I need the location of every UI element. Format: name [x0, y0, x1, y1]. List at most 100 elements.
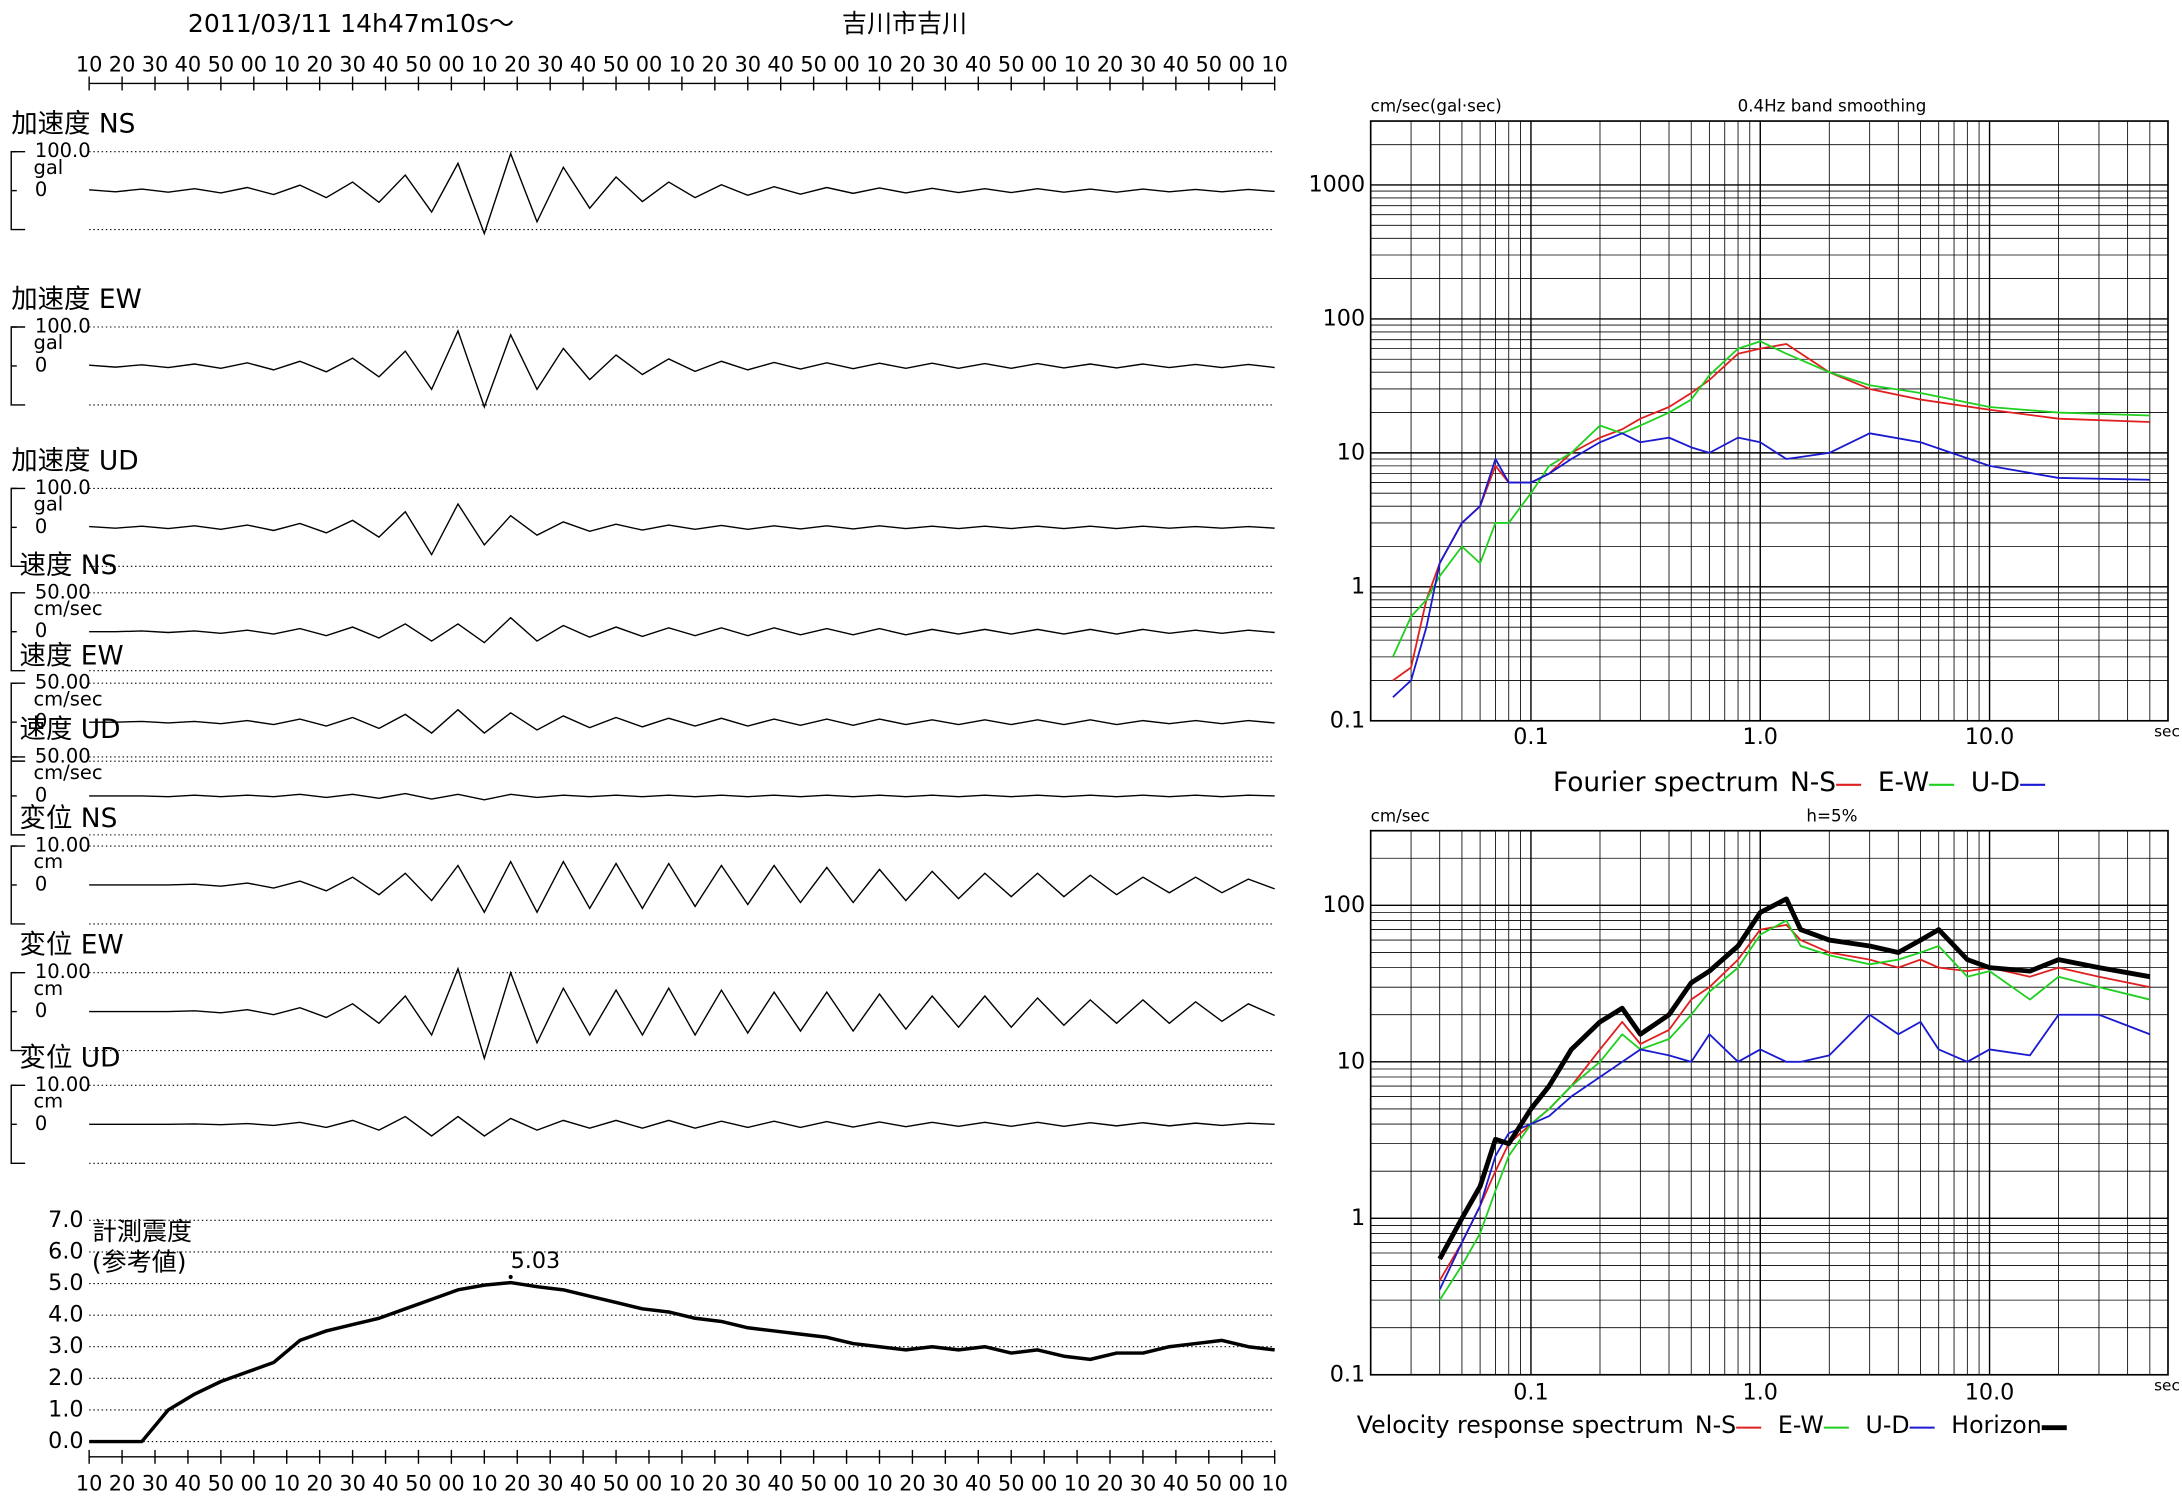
x-tick-label: 40 [965, 1472, 992, 1496]
x-tick-label: 40 [1163, 52, 1190, 76]
x-tick-label: 50 [603, 1472, 630, 1496]
x-tick-label: 10 [76, 52, 103, 76]
x-tick-label: 10 [866, 1472, 893, 1496]
value-label: 5.03 [511, 1248, 561, 1274]
x-tick-label: 1.0 [1743, 724, 1778, 750]
x-tick-label: 10 [1261, 1472, 1288, 1496]
series-line [89, 1280, 1275, 1444]
trace-name: 加速度 UD [11, 445, 138, 476]
trace-name: 変位 NS [20, 803, 118, 834]
x-tick-label: 00 [636, 1472, 663, 1496]
x-tick-label: 00 [1228, 1472, 1255, 1496]
x-tick-label: 30 [734, 52, 761, 76]
legend-label: U-D [1866, 1411, 1910, 1439]
x-tick-label: 00 [438, 52, 465, 76]
y-tick-label: 0 [35, 619, 47, 642]
x-tick-label: 30 [339, 52, 366, 76]
y-tick-label: 0 [35, 178, 47, 201]
y-tick-label: 0 [35, 353, 47, 376]
y-tick-label: 0 [35, 999, 47, 1022]
annotation: h=5% [1806, 806, 1857, 825]
x-tick-label: 00 [1031, 52, 1058, 76]
y-tick-label: 100.0 [35, 476, 91, 499]
x-tick-label: 00 [241, 1472, 268, 1496]
unit-label: gal [33, 156, 63, 179]
x-tick-label: 20 [1097, 1472, 1124, 1496]
x-tick-label: 50 [998, 52, 1025, 76]
x-tick-label: 30 [1130, 1472, 1157, 1496]
y-tick-label: 1.0 [48, 1396, 83, 1422]
trace-name: 速度 NS [20, 550, 118, 581]
x-tick-label: 10 [669, 1472, 696, 1496]
x-tick-label: 10 [1064, 52, 1091, 76]
trace-name: 変位 UD [20, 1042, 121, 1073]
x-tick-label: 00 [833, 1472, 860, 1496]
y-tick-label: 100 [1323, 892, 1365, 918]
y-tick-label: 0.1 [1330, 1361, 1365, 1387]
y-tick-label: 5.0 [48, 1270, 83, 1296]
waveform [89, 502, 1275, 557]
y-tick-label: 0 [35, 783, 47, 806]
legend-label: E-W [1778, 1411, 1824, 1439]
unit-label: gal [33, 331, 63, 354]
x-tick-label: 10 [669, 52, 696, 76]
y-tick-label: 50.00 [35, 671, 91, 694]
y-tick-label: 0 [35, 710, 47, 733]
x-tick-label: 00 [241, 52, 268, 76]
y-axis-unit: cm/sec(gal·sec) [1371, 97, 1502, 116]
x-tick-label: 20 [109, 1472, 136, 1496]
legend-label: N-S [1790, 767, 1836, 798]
unit-label: cm/sec [33, 761, 102, 784]
x-tick-label: 30 [142, 52, 169, 76]
y-tick-label: 0 [35, 1112, 47, 1135]
station-name: 吉川市吉川 [842, 9, 967, 38]
y-axis-unit: cm/sec [1371, 806, 1430, 825]
x-tick-label: 40 [965, 52, 992, 76]
y-tick-label: 3.0 [48, 1333, 83, 1359]
x-tick-label: 10 [1064, 1472, 1091, 1496]
series-line [1438, 1013, 2151, 1291]
x-tick-label: 40 [767, 52, 794, 76]
y-tick-label: 0 [35, 872, 47, 895]
series-line [1392, 432, 2150, 698]
y-tick-label: 4.0 [48, 1302, 83, 1328]
x-tick-label: 30 [537, 52, 564, 76]
y-tick-label: 100.0 [35, 139, 91, 162]
y-tick-label: 10.00 [35, 834, 91, 857]
x-tick-label: 30 [1130, 52, 1157, 76]
x-tick-label: 10 [471, 1472, 498, 1496]
annotation: 0.4Hz band smoothing [1738, 97, 1927, 116]
x-tick-label: 50 [208, 52, 235, 76]
x-tick-label: 20 [1097, 52, 1124, 76]
waveform [89, 966, 1275, 1061]
series-line [1438, 924, 2151, 1282]
x-tick-label: 10.0 [1965, 724, 2015, 750]
x-tick-label: 00 [438, 1472, 465, 1496]
x-tick-label: 00 [636, 52, 663, 76]
x-tick-label: 10.0 [1965, 1379, 2015, 1405]
y-tick-label: 0 [35, 515, 47, 538]
x-tick-label: 40 [372, 52, 399, 76]
y-tick-label: 100 [1323, 305, 1365, 331]
unit-label: cm/sec [33, 597, 102, 620]
y-tick-label: 50.00 [35, 580, 91, 603]
waveform [89, 329, 1275, 409]
x-tick-label: 20 [306, 52, 333, 76]
y-tick-label: 6.0 [48, 1238, 83, 1264]
unit-label: cm [33, 977, 63, 1000]
y-tick-label: 1 [1351, 1205, 1365, 1231]
x-tick-label: 10 [471, 52, 498, 76]
intensity-title: 計測震度 [92, 1217, 192, 1246]
peak-dot [508, 1274, 513, 1280]
legend-label: E-W [1878, 767, 1929, 798]
y-tick-label: 1000 [1308, 171, 1365, 197]
unit-label: cm/sec [33, 687, 102, 710]
x-tick-label: 10 [76, 1472, 103, 1496]
trace-name: 加速度 NS [11, 109, 135, 140]
x-tick-label: 40 [570, 1472, 597, 1496]
y-tick-label: 10.00 [35, 960, 91, 983]
legend-label: Horizon [1951, 1411, 2041, 1439]
x-tick-label: 40 [175, 52, 202, 76]
